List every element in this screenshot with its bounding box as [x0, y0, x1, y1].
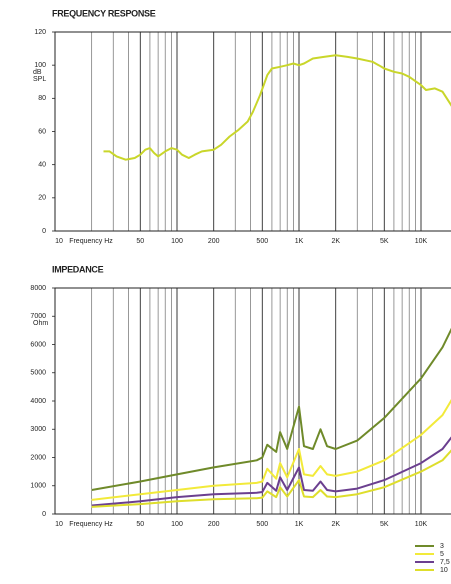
- x-tick-label: 200: [208, 521, 220, 528]
- x-axis-label: Frequency Hz: [69, 238, 113, 245]
- x-tick-label: 10: [55, 521, 63, 528]
- legend-label: 3: [440, 543, 444, 550]
- data-line: [103, 54, 451, 161]
- x-tick-label: 10: [55, 238, 63, 245]
- x-tick-label: 10K: [415, 238, 428, 245]
- y-axis-label: SPL: [33, 76, 46, 83]
- x-tick-label: 100: [171, 521, 183, 528]
- y-tick-label: 120: [34, 29, 46, 36]
- y-tick-label: 60: [38, 128, 46, 135]
- legend-label: 10: [440, 567, 448, 574]
- x-tick-label: 5K: [380, 238, 389, 245]
- x-tick-label: 500: [256, 238, 268, 245]
- plot-frame: [54, 31, 451, 232]
- legend-label: 5: [440, 551, 444, 558]
- x-tick-label: 2K: [331, 521, 340, 528]
- x-axis-label: Frequency Hz: [69, 521, 113, 528]
- data-line: [91, 436, 451, 507]
- y-tick-label: 20: [38, 195, 46, 202]
- x-tick-label: 2K: [331, 238, 340, 245]
- y-tick-label: 1000: [30, 483, 46, 490]
- data-line: [91, 449, 451, 508]
- x-tick-label: 50: [136, 238, 144, 245]
- y-tick-label: 7000: [30, 313, 46, 320]
- chart-title: IMPEDANCE: [52, 264, 104, 274]
- x-tick-label: 100: [171, 238, 183, 245]
- legend-label: 7,5: [440, 559, 450, 566]
- y-tick-label: 80: [38, 95, 46, 102]
- y-tick-label: 40: [38, 162, 46, 169]
- y-tick-label: 5000: [30, 370, 46, 377]
- x-tick-label: 50: [136, 521, 144, 528]
- x-tick-label: 10K: [415, 521, 428, 528]
- x-tick-label: 200: [208, 238, 220, 245]
- y-axis-label: dB: [33, 69, 42, 76]
- y-tick-label: 8000: [30, 285, 46, 292]
- x-tick-label: 1K: [295, 521, 304, 528]
- x-tick-label: 1K: [295, 238, 304, 245]
- y-axis-label: Ohm: [33, 320, 48, 327]
- y-tick-label: 6000: [30, 341, 46, 348]
- y-tick-label: 0: [42, 228, 46, 235]
- x-tick-label: 500: [256, 521, 268, 528]
- y-tick-label: 2000: [30, 454, 46, 461]
- y-tick-label: 0: [42, 511, 46, 518]
- y-tick-label: 100: [34, 62, 46, 69]
- y-tick-label: 3000: [30, 426, 46, 433]
- plot-frame: [54, 287, 451, 515]
- y-tick-label: 4000: [30, 398, 46, 405]
- data-line: [91, 327, 451, 491]
- x-tick-label: 5K: [380, 521, 389, 528]
- data-line: [91, 398, 451, 501]
- chart-title: FREQUENCY RESPONSE: [52, 8, 156, 18]
